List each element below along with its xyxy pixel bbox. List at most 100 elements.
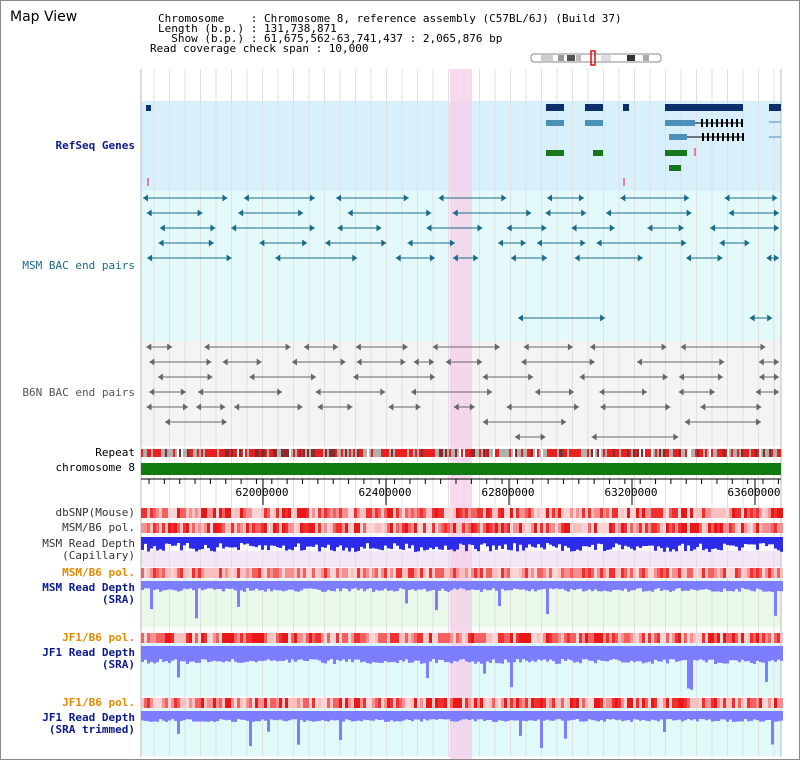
msm-depth-capillary-bar (180, 537, 183, 551)
msm-bac-pair-end (766, 254, 772, 262)
msm-bac-pair-end (158, 239, 164, 247)
msm-b6-pol-2-heat-cell (240, 568, 243, 578)
jf1-b6-pol-heat-cell (408, 633, 411, 643)
msm-depth-sra-bar (153, 581, 156, 590)
jf1-depth-sra-bar (600, 646, 603, 661)
dbsnp-heat-cell (549, 508, 552, 518)
repeat-bar (435, 449, 437, 457)
msm-depth-sra-bar (426, 581, 429, 592)
repeat-bar (315, 449, 317, 457)
msm-depth-capillary-bar (234, 537, 237, 548)
msm-b6-pol-heat-cell (495, 523, 498, 533)
repeat-bar (399, 449, 401, 457)
msm-depth-sra-bar (345, 581, 348, 589)
dbsnp-heat-cell (552, 508, 555, 518)
msm-b6-pol-2-heat-cell (273, 568, 276, 578)
jf1-depth-trimmed-bar (186, 711, 189, 720)
repeat-bar (563, 449, 565, 457)
jf1-b6-pol-heat-cell (378, 633, 381, 643)
msm-depth-sra-bar (393, 581, 396, 592)
msm-depth-capillary-bar (504, 537, 507, 545)
jf1-depth-trimmed-bar (198, 711, 201, 722)
dbsnp-heat-cell (780, 508, 783, 518)
msm-depth-sra-bar (633, 581, 636, 591)
dbsnp-heat-cell (642, 508, 645, 518)
msm-b6-pol-heat-cell (534, 523, 537, 533)
msm-b6-pol-2-heat-cell (762, 568, 765, 578)
msm-b6-pol-heat-cell (513, 523, 516, 533)
jf1-b6-pol-heat-cell (486, 633, 489, 643)
repeat-bar (571, 449, 573, 457)
msm-depth-sra-bar (285, 581, 288, 591)
msm-b6-pol-2-heat-cell (156, 568, 159, 578)
repeat-bar (629, 449, 631, 457)
msm-depth-sra-bar (720, 581, 723, 592)
dbsnp-heat-cell (516, 508, 519, 518)
msm-depth-capillary-bar (144, 537, 147, 544)
repeat-bar (607, 449, 609, 457)
msm-b6-pol-2-heat-cell (543, 568, 546, 578)
jf1-depth-trimmed-bar (570, 711, 573, 721)
msm-depth-sra-bar (597, 581, 600, 592)
jf1-depth-trimmed-bar (480, 711, 483, 720)
jf1-depth-sra-bar (252, 646, 255, 662)
jf1-depth-sra-bar (456, 646, 459, 662)
jf1-b6-pol-2-heat-cell (270, 698, 273, 708)
jf1-b6-pol-2-heat-cell (207, 698, 210, 708)
msm-depth-sra-bar (714, 581, 717, 592)
msm-depth-sra-bar (522, 581, 525, 590)
msm-b6-pol-heat-cell (768, 523, 771, 533)
jf1-depth-sra-bar (366, 646, 369, 664)
jf1-b6-pol-heat-cell (531, 633, 534, 643)
jf1-b6-pol-2-heat-cell (555, 698, 558, 708)
msm-depth-capillary-bar (663, 537, 666, 552)
b6n-bac-pair-end (453, 403, 459, 411)
msm-b6-pol-2-heat-cell (597, 568, 600, 578)
jf1-b6-pol-heat-cell (762, 633, 765, 643)
jf1-depth-sra-bar (519, 646, 522, 663)
jf1-depth-sra-bar (342, 646, 345, 660)
msm-b6-pol-2-heat-cell (780, 568, 783, 578)
repeat-bar (465, 449, 467, 457)
repeat-bar (213, 449, 215, 457)
repeat-bar (731, 449, 733, 457)
msm-depth-sra-bar (690, 581, 693, 590)
msm-depth-capillary-bar (366, 537, 369, 544)
b6n-bac-pair-end (204, 343, 210, 351)
jf1-b6-pol-2-heat-cell (714, 698, 717, 708)
dbsnp-heat-cell (618, 508, 621, 518)
msm-depth-sra-bar (561, 581, 564, 589)
repeat-bar (359, 449, 361, 457)
msm-b6-pol-2-heat-cell (456, 568, 459, 578)
msm-bac-pair-end (231, 224, 237, 232)
jf1-depth-trimmed-bar (462, 711, 465, 720)
repeat-bar (759, 449, 761, 457)
repeat-bar (391, 449, 393, 457)
b6n-bac-pair-end (220, 403, 226, 411)
jf1-b6-pol-heat-cell (642, 633, 645, 643)
jf1-b6-pol-2-heat-cell (297, 698, 300, 708)
msm-depth-sra-bar (747, 581, 750, 590)
msm-b6-pol-2-heat-cell (498, 568, 501, 578)
jf1-depth-sra-bar (249, 646, 252, 661)
msm-depth-capillary-bar (525, 537, 528, 548)
msm-depth-sra-bar (723, 581, 726, 589)
repeat-bar (163, 449, 165, 457)
msm-b6-pol-2-heat-cell (570, 568, 573, 578)
dbsnp-heat-cell (201, 508, 204, 518)
repeat-bar (463, 449, 465, 457)
track-label-chromosome: chromosome 8 (55, 461, 135, 474)
msm-b6-pol-2-heat-cell (699, 568, 702, 578)
jf1-depth-sra-bar (693, 646, 696, 661)
jf1-b6-pol-heat-cell (612, 633, 615, 643)
jf1-b6-pol-heat-cell (282, 633, 285, 643)
jf1-b6-pol-heat-cell (468, 633, 471, 643)
repeat-bar (721, 449, 723, 457)
msm-b6-pol-heat-cell (543, 523, 546, 533)
msm-depth-sra-bar (591, 581, 594, 592)
msm-b6-pol-heat-cell (621, 523, 624, 533)
msm-b6-pol-heat-cell (408, 523, 411, 533)
dbsnp-heat-cell (483, 508, 486, 518)
jf1-depth-sra-bar (237, 646, 240, 663)
